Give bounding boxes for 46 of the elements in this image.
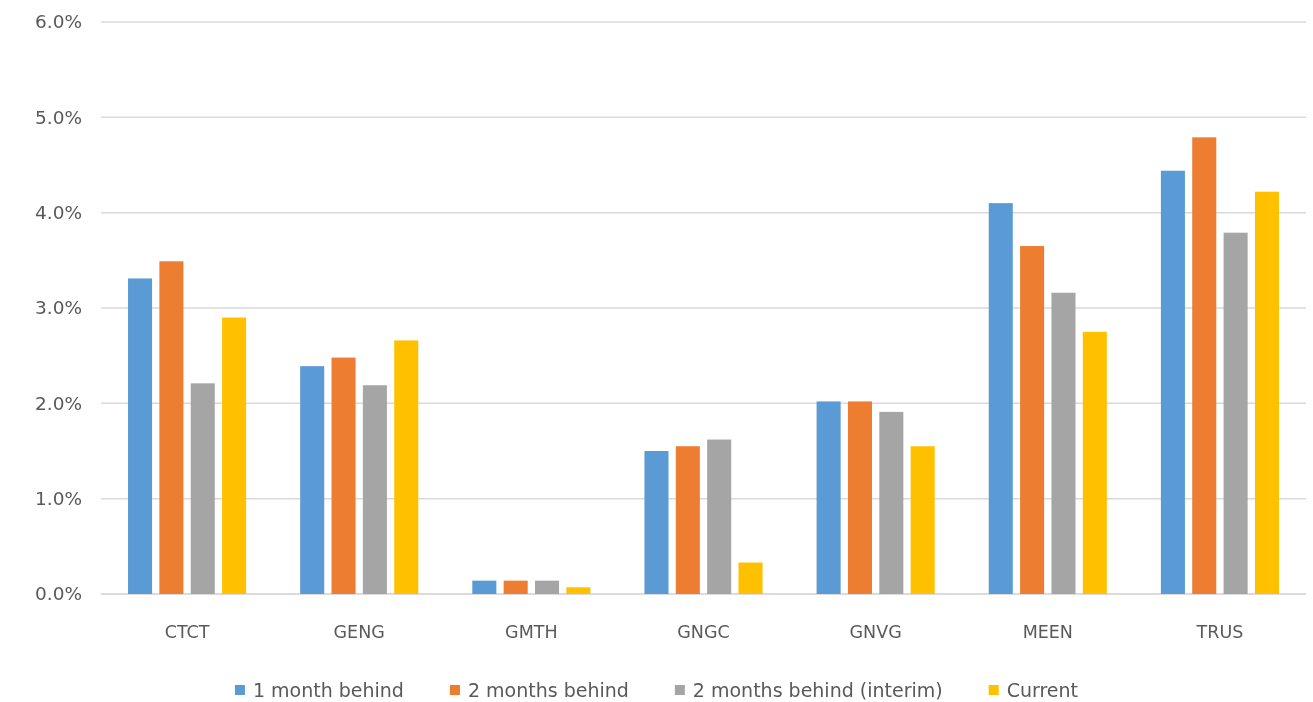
x-tick-label: TRUS	[1195, 622, 1244, 643]
x-tick-label: MEEN	[1022, 622, 1073, 643]
bar	[738, 562, 763, 594]
x-tick-label: GNGC	[677, 622, 730, 643]
legend-label: 2 months behind	[467, 678, 629, 701]
bar	[879, 411, 904, 594]
bar	[1192, 137, 1217, 594]
bar	[1051, 292, 1076, 594]
bar	[362, 385, 387, 594]
bar	[159, 261, 184, 594]
bar	[675, 446, 700, 594]
x-tick-label: GENG	[333, 622, 385, 643]
bar	[222, 317, 247, 594]
legend-label: Current	[1006, 678, 1079, 701]
x-tick-label: GMTH	[505, 622, 558, 643]
bar	[331, 357, 356, 594]
bar	[1160, 170, 1185, 594]
x-tick-label: CTCT	[164, 622, 210, 643]
bar	[816, 401, 841, 594]
bar	[1254, 191, 1279, 594]
legend-label: 1 month behind	[252, 678, 404, 701]
bar	[1082, 331, 1107, 594]
bar	[394, 340, 419, 594]
bar	[128, 278, 153, 594]
bar	[707, 439, 732, 594]
y-tick-label: 6.0%	[35, 11, 82, 33]
bar	[535, 580, 560, 594]
bar	[1020, 246, 1045, 594]
bar	[988, 203, 1013, 594]
bar	[1223, 232, 1248, 594]
y-tick-label: 4.0%	[35, 202, 82, 224]
bar	[566, 587, 591, 594]
bar	[190, 383, 215, 594]
x-tick-label: GNVG	[849, 622, 902, 643]
bar	[300, 366, 325, 594]
y-tick-label: 2.0%	[35, 392, 82, 414]
bar	[644, 451, 669, 594]
bar	[503, 580, 528, 594]
legend-label: 2 months behind (interim)	[692, 678, 943, 701]
y-tick-label: 0.0%	[35, 583, 82, 605]
bar	[847, 401, 872, 594]
y-tick-label: 5.0%	[35, 106, 82, 128]
bar	[910, 446, 935, 594]
y-tick-label: 3.0%	[35, 297, 82, 319]
bar	[472, 580, 497, 594]
y-tick-label: 1.0%	[35, 488, 82, 510]
